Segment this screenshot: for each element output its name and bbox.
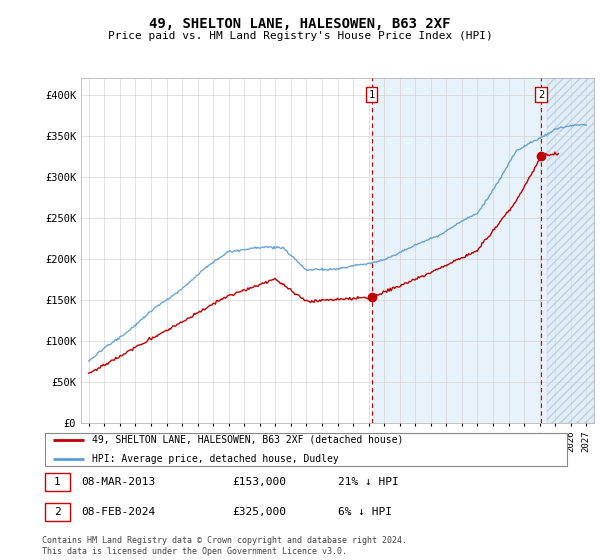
FancyBboxPatch shape: [44, 503, 70, 521]
FancyBboxPatch shape: [44, 473, 70, 491]
Text: 21% ↓ HPI: 21% ↓ HPI: [338, 477, 398, 487]
Text: 49, SHELTON LANE, HALESOWEN, B63 2XF: 49, SHELTON LANE, HALESOWEN, B63 2XF: [149, 16, 451, 30]
Bar: [547, 78, 594, 423]
Text: 08-FEB-2024: 08-FEB-2024: [82, 507, 156, 517]
Text: 1: 1: [54, 477, 61, 487]
Text: 2: 2: [538, 90, 544, 100]
Text: 49, SHELTON LANE, HALESOWEN, B63 2XF (detached house): 49, SHELTON LANE, HALESOWEN, B63 2XF (de…: [92, 435, 404, 445]
Text: HPI: Average price, detached house, Dudley: HPI: Average price, detached house, Dudl…: [92, 454, 339, 464]
FancyBboxPatch shape: [44, 433, 568, 466]
Text: 08-MAR-2013: 08-MAR-2013: [82, 477, 156, 487]
Text: Contains HM Land Registry data © Crown copyright and database right 2024.
This d: Contains HM Land Registry data © Crown c…: [42, 536, 407, 556]
Text: £325,000: £325,000: [232, 507, 286, 517]
Bar: [547, 78, 594, 423]
Text: 2: 2: [54, 507, 61, 517]
Text: Price paid vs. HM Land Registry's House Price Index (HPI): Price paid vs. HM Land Registry's House …: [107, 31, 493, 41]
Text: 6% ↓ HPI: 6% ↓ HPI: [338, 507, 392, 517]
Text: £153,000: £153,000: [232, 477, 286, 487]
Bar: [372, 78, 594, 423]
Text: 1: 1: [368, 90, 375, 100]
